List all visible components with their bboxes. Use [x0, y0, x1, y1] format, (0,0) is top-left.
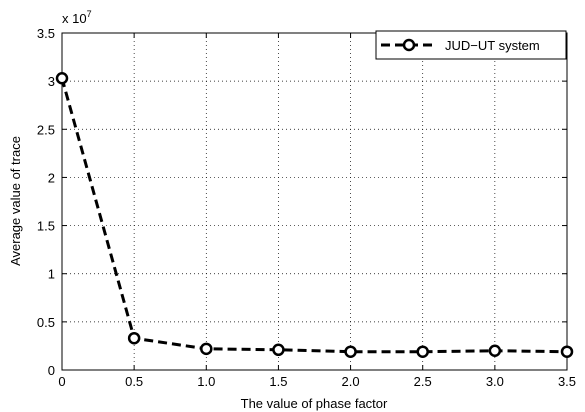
x-tick-label: 1.5: [269, 374, 287, 389]
y-tick-labels: 0 0.5 1 1.5 2 2.5 3 3.5: [37, 26, 55, 378]
data-point: [272, 343, 285, 357]
y-exponent-label: x 107: [62, 9, 92, 26]
x-tick-label: 0: [58, 374, 65, 389]
plot-area: [62, 33, 567, 370]
legend-marker: [402, 38, 416, 52]
x-tick-label: 1.0: [197, 374, 215, 389]
x-tick-label: 0.5: [125, 374, 143, 389]
x-tick-label: 2.5: [414, 374, 432, 389]
grid: [62, 33, 567, 370]
x-tick-label: 3.5: [558, 374, 576, 389]
data-point: [416, 345, 429, 358]
data-point: [488, 344, 502, 357]
y-tick-label: 3: [48, 74, 55, 89]
y-tick-label: 1.5: [37, 219, 55, 234]
y-tick-label: 1: [48, 267, 55, 282]
y-tick-label: 2.5: [37, 122, 55, 137]
plot-frame: [61, 32, 568, 371]
x-tick-label: 2.0: [342, 374, 360, 389]
x-axis-label: The value of phase factor: [241, 396, 388, 411]
data-point: [560, 345, 574, 358]
legend-label: JUD−UT system: [445, 38, 540, 53]
series-line: [60, 77, 568, 354]
data-point: [200, 342, 213, 356]
x-tick-label: 3.0: [486, 374, 504, 389]
data-point: [127, 331, 141, 345]
legend: JUD−UT system: [375, 30, 567, 60]
y-tick-label: 2: [48, 170, 55, 185]
series-group: [55, 72, 574, 358]
x-tick-labels: 0 0.5 1.0 1.5 2.0 2.5 3.0 3.5: [58, 374, 576, 389]
data-point: [55, 72, 69, 85]
y-tick-label: 0.5: [37, 315, 55, 330]
y-tick-label: 0: [48, 363, 55, 378]
y-axis-label: Average value of trace: [8, 136, 23, 266]
data-point: [344, 345, 357, 358]
y-tick-label: 3.5: [37, 26, 55, 41]
